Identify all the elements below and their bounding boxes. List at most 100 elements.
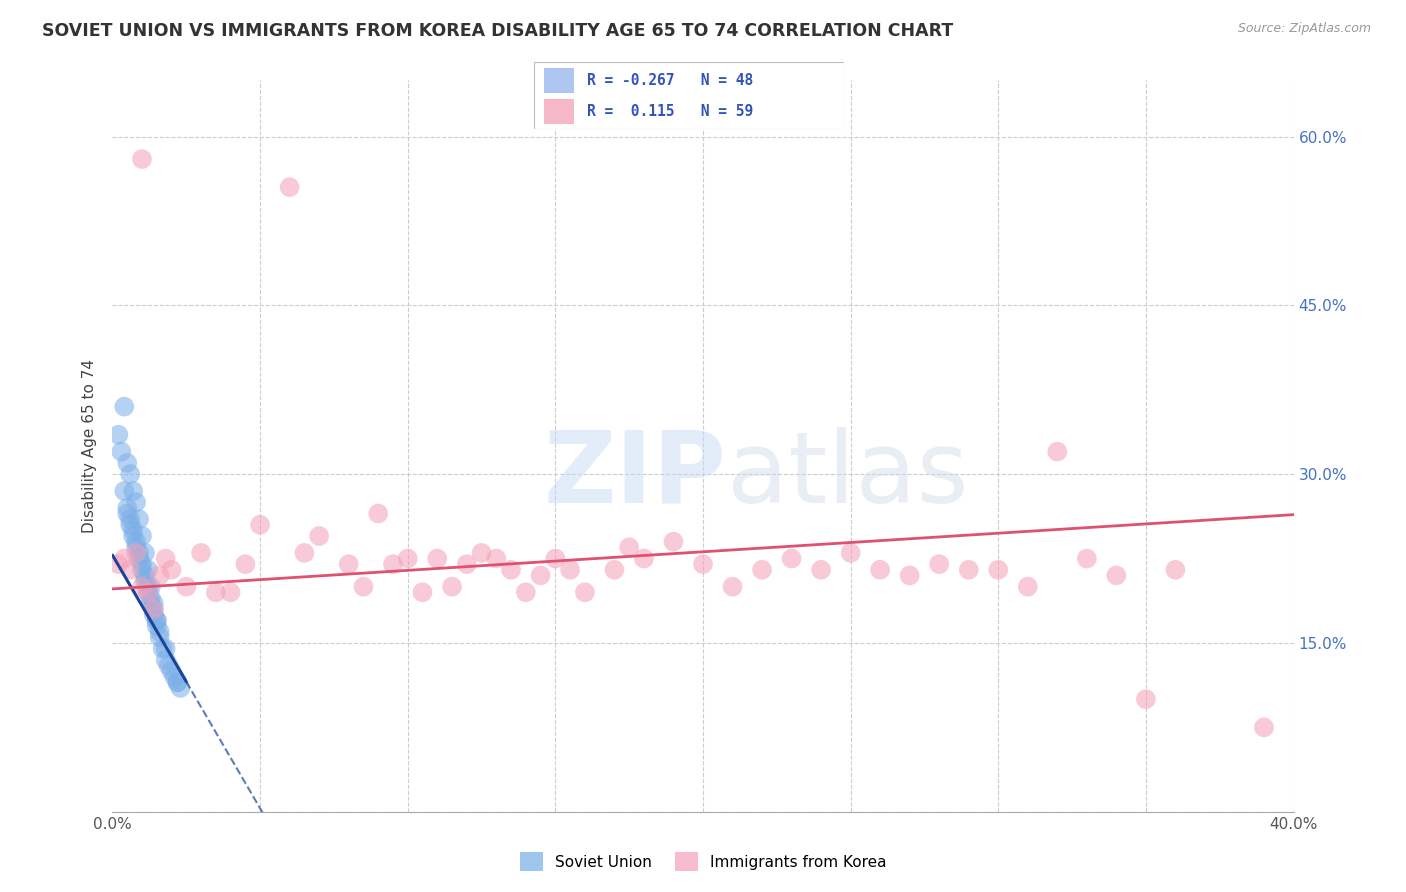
Point xyxy=(131,563,153,577)
Point xyxy=(751,563,773,577)
Point xyxy=(146,619,169,633)
Legend: Soviet Union, Immigrants from Korea: Soviet Union, Immigrants from Korea xyxy=(513,847,893,877)
Point xyxy=(1164,563,1187,577)
Point xyxy=(155,551,177,566)
Point xyxy=(139,597,162,611)
Point xyxy=(1076,551,1098,566)
Point xyxy=(233,557,256,571)
Text: R =  0.115   N = 59: R = 0.115 N = 59 xyxy=(586,103,754,119)
Point xyxy=(160,664,183,678)
Point xyxy=(131,580,153,594)
Point xyxy=(662,534,685,549)
Point xyxy=(131,152,153,166)
Point xyxy=(110,444,132,458)
Point xyxy=(152,641,174,656)
Point xyxy=(190,546,212,560)
Point xyxy=(120,512,142,526)
Point xyxy=(120,467,142,482)
Point xyxy=(987,563,1010,577)
Point xyxy=(128,512,150,526)
Point xyxy=(166,675,188,690)
Point xyxy=(382,557,405,571)
Point xyxy=(134,568,156,582)
Point xyxy=(957,563,980,577)
Point xyxy=(1253,720,1275,734)
Y-axis label: Disability Age 65 to 74: Disability Age 65 to 74 xyxy=(82,359,97,533)
Point xyxy=(456,557,478,571)
Text: ZIP: ZIP xyxy=(544,426,727,524)
Point xyxy=(125,534,148,549)
Point xyxy=(692,557,714,571)
Point xyxy=(1046,444,1069,458)
Point xyxy=(136,580,159,594)
Point xyxy=(619,541,641,555)
Point xyxy=(120,563,142,577)
Point xyxy=(780,551,803,566)
Point xyxy=(122,524,145,538)
Point xyxy=(166,675,188,690)
Point xyxy=(107,427,129,442)
FancyBboxPatch shape xyxy=(534,62,844,129)
Point xyxy=(125,495,148,509)
Point xyxy=(122,529,145,543)
Point xyxy=(1017,580,1039,594)
Point xyxy=(128,546,150,560)
Point xyxy=(411,585,433,599)
Point xyxy=(157,658,180,673)
Point xyxy=(163,670,186,684)
Point xyxy=(146,614,169,628)
Point xyxy=(839,546,862,560)
Point xyxy=(117,456,138,470)
Point xyxy=(117,500,138,515)
Point xyxy=(136,585,159,599)
Point xyxy=(112,551,135,566)
Text: R = -0.267   N = 48: R = -0.267 N = 48 xyxy=(586,73,754,88)
Point xyxy=(928,557,950,571)
Point xyxy=(142,607,165,622)
Point xyxy=(485,551,508,566)
Point xyxy=(131,557,153,571)
Point xyxy=(292,546,315,560)
Point xyxy=(125,546,148,560)
Point xyxy=(139,591,162,605)
Point xyxy=(155,653,177,667)
Point xyxy=(574,585,596,599)
Point xyxy=(134,546,156,560)
Point xyxy=(337,557,360,571)
Point xyxy=(633,551,655,566)
Point xyxy=(529,568,551,582)
Point xyxy=(205,585,228,599)
Point xyxy=(120,517,142,532)
Point xyxy=(112,483,135,498)
Point xyxy=(136,585,159,599)
Point xyxy=(142,602,165,616)
Point xyxy=(107,557,129,571)
Point xyxy=(249,517,271,532)
Point xyxy=(146,614,169,628)
Point xyxy=(149,624,172,639)
FancyBboxPatch shape xyxy=(544,68,575,94)
Point xyxy=(396,551,419,566)
Point xyxy=(136,563,159,577)
Point xyxy=(125,541,148,555)
Point xyxy=(1105,568,1128,582)
Text: Source: ZipAtlas.com: Source: ZipAtlas.com xyxy=(1237,22,1371,36)
Point xyxy=(142,602,165,616)
Point xyxy=(219,585,242,599)
FancyBboxPatch shape xyxy=(544,99,575,124)
Point xyxy=(139,580,162,594)
Point xyxy=(174,580,197,594)
Text: SOVIET UNION VS IMMIGRANTS FROM KOREA DISABILITY AGE 65 TO 74 CORRELATION CHART: SOVIET UNION VS IMMIGRANTS FROM KOREA DI… xyxy=(42,22,953,40)
Point xyxy=(352,580,374,594)
Point xyxy=(117,507,138,521)
Point xyxy=(149,568,172,582)
Point xyxy=(155,641,177,656)
Point xyxy=(160,563,183,577)
Point xyxy=(122,483,145,498)
Point xyxy=(128,551,150,566)
Point xyxy=(142,597,165,611)
Point xyxy=(112,400,135,414)
Point xyxy=(441,580,464,594)
Point xyxy=(308,529,330,543)
Point xyxy=(134,574,156,588)
